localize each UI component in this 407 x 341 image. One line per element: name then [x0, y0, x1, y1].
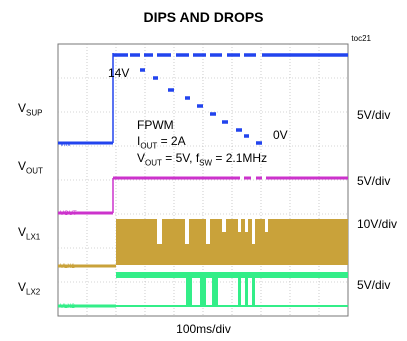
vout-scale: 5V/div: [357, 174, 391, 188]
vlx1-gap: [206, 219, 210, 244]
vlx1-gap: [157, 219, 162, 244]
vout-fsw-label: VOUT = 5V, fSW = 2.1MHz: [137, 151, 268, 168]
iout-label: IOUT = 2A: [137, 134, 186, 151]
vlx1-gap: [265, 219, 268, 232]
vlx1-gap: [238, 219, 241, 232]
vlx1-gap: [252, 219, 255, 244]
vlx1-marker: VLX1: [60, 264, 75, 270]
mode-label: FPWM: [137, 118, 174, 132]
vlx2-scale: 5V/div: [357, 278, 391, 292]
vlx2-marker: VLX2: [60, 304, 75, 310]
vout-label: VOUT: [18, 159, 43, 176]
vlx1-scale: 10V/div: [357, 217, 398, 231]
vout-marker: VOUT: [60, 211, 77, 217]
vlx2-pulse: [212, 278, 218, 306]
figure-id: toc21: [351, 34, 371, 43]
vlx2-pulse: [252, 278, 255, 306]
start-voltage-label: 14V: [108, 66, 130, 80]
vlx1-gap: [245, 219, 248, 232]
vlx2-top-band: [116, 272, 348, 278]
vlx2-pulse: [186, 278, 192, 306]
vsup-scale: 5V/div: [357, 108, 391, 122]
vlx1-gap: [185, 219, 189, 244]
vsup-marker: VIN: [60, 142, 70, 148]
vlx2-pulse: [200, 278, 206, 306]
end-voltage-label: 0V: [273, 128, 288, 142]
x-axis-label: 100ms/div: [176, 322, 231, 336]
vlx1-label: VLX1: [18, 225, 41, 242]
vlx2-label: VLX2: [18, 280, 41, 297]
vlx2-pulse: [238, 278, 241, 306]
vlx1-switching-band: [116, 219, 348, 265]
vlx1-gap: [222, 219, 226, 232]
vlx2-pulse: [245, 278, 248, 306]
vsup-label: VSUP: [18, 101, 43, 118]
chart-title: DIPS AND DROPS: [143, 9, 264, 25]
